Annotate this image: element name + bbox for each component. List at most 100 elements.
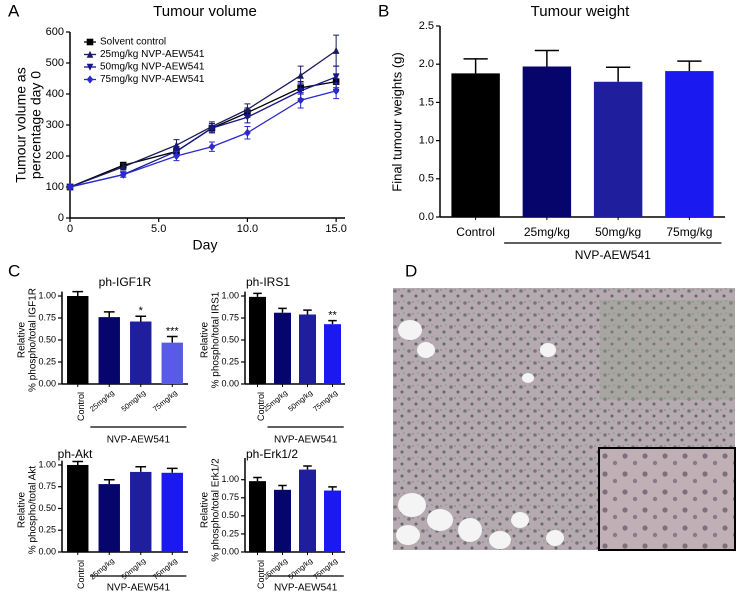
x-tick-label: 10.0: [237, 223, 258, 235]
error-bar: [253, 292, 262, 297]
x-tick-label: 50mg/kg: [286, 388, 314, 413]
x-tick-label: 25mg/kg: [88, 388, 116, 413]
y-tick-label: 0.75: [221, 492, 239, 502]
y-axis-label: Tumour volume as: [13, 67, 29, 182]
group-label: NVP-AEW541: [107, 583, 171, 594]
bar: [130, 471, 152, 552]
y-axis-label: Relative: [17, 492, 28, 529]
bar: [593, 81, 643, 217]
panel-letter: D: [405, 261, 417, 280]
y-axis-label: Relative: [200, 492, 211, 529]
x-axis-label: Day: [193, 237, 218, 253]
y-tick-label: 0.50: [221, 334, 239, 344]
error-bar: [253, 476, 262, 482]
error-bar: [606, 66, 631, 82]
legend-marker: [86, 63, 94, 71]
chart-title: Tumour weight: [531, 3, 630, 20]
error-bar: [103, 479, 115, 485]
point: [332, 86, 340, 95]
legend-label: 75mg/kg NVP-AEW541: [100, 74, 205, 85]
group-label: NVP-AEW541: [274, 435, 338, 446]
x-tick-label: Control: [256, 560, 266, 589]
point: [297, 87, 304, 95]
y-tick-label: 1.0: [419, 135, 434, 147]
y-tick-label: 1.00: [38, 290, 56, 300]
y-tick-label: 1.00: [38, 459, 56, 469]
significance-label: *: [139, 305, 144, 317]
y-tick-label: 0.25: [38, 356, 56, 366]
y-tick-label: 0.25: [221, 528, 239, 538]
point: [208, 142, 216, 151]
y-tick-label: 0.0: [419, 211, 434, 223]
bar: [161, 472, 183, 552]
y-tick-label: 0.50: [38, 334, 56, 344]
bar: [274, 489, 291, 552]
legend-label: 50mg/kg NVP-AEW541: [100, 62, 205, 73]
y-tick-label: 0.25: [38, 525, 56, 535]
chart-title: ph-Erk1/2: [246, 447, 298, 461]
x-tick-label: 25mg/kg: [88, 556, 116, 581]
group-label: NVP-AEW541: [107, 435, 171, 446]
micrograph: [393, 288, 736, 551]
y-tick-label: 1.00: [221, 290, 239, 300]
y-tick-label: 0.75: [38, 481, 56, 491]
x-tick-label: Control: [256, 392, 266, 421]
significance-label: ***: [166, 325, 180, 337]
error-bar: [72, 460, 84, 465]
x-tick-label: 15.0: [325, 223, 346, 235]
y-axis-label: % phospho/total Erk1/2: [211, 458, 222, 562]
point: [244, 128, 251, 137]
x-tick-label: 25mg/kg: [524, 225, 570, 239]
y-tick-label: 0.5: [419, 173, 434, 185]
point: [332, 46, 340, 54]
y-tick-label: 400: [46, 88, 64, 100]
y-tick-label: 100: [46, 181, 64, 193]
y-axis-label: % phospho/total IRS1: [211, 291, 222, 388]
y-axis-label: Relative: [200, 322, 211, 359]
y-tick-label: 0: [58, 212, 64, 224]
x-tick-label: 50mg/kg: [119, 556, 147, 581]
error-bar: [328, 319, 337, 325]
bar: [274, 312, 291, 384]
point: [119, 170, 127, 179]
x-tick-label: 75mg/kg: [311, 388, 339, 413]
error-bar: [303, 309, 312, 315]
error-bar: [166, 467, 178, 473]
chart-title: ph-IRS1: [246, 275, 290, 289]
bar: [522, 66, 572, 217]
point: [208, 124, 216, 132]
y-tick-label: 0.75: [221, 312, 239, 322]
y-axis-label: Relative: [17, 322, 28, 359]
y-tick-label: 0.00: [221, 378, 239, 388]
y-tick-label: 2.0: [419, 58, 434, 70]
y-tick-label: 1.5: [419, 96, 434, 108]
error-bar: [534, 49, 559, 67]
x-tick-label: 0: [67, 223, 73, 235]
bar: [67, 296, 89, 384]
error-bar: [328, 486, 337, 491]
y-tick-label: 2.5: [419, 20, 434, 32]
x-tick-label: 50mg/kg: [595, 225, 641, 239]
chart-title: Tumour volume: [153, 3, 257, 20]
y-tick-label: 1.00: [221, 474, 239, 484]
error-bar: [103, 311, 115, 318]
y-axis-label: percentage day 0: [28, 71, 44, 179]
error-bar: [72, 290, 84, 296]
x-tick-label: 75mg/kg: [151, 556, 179, 581]
x-tick-label: 75mg/kg: [666, 225, 712, 239]
y-tick-label: 0.50: [38, 503, 56, 513]
x-tick-label: 75mg/kg: [151, 388, 179, 413]
bar: [249, 296, 266, 384]
legend-label: 25mg/kg NVP-AEW541: [100, 49, 205, 60]
x-tick-label: 50mg/kg: [119, 388, 147, 413]
panel-letter: A: [8, 1, 20, 20]
bar: [249, 481, 266, 552]
point: [244, 105, 251, 113]
legend-marker: [86, 75, 94, 84]
error-bar: [278, 307, 287, 313]
error-bar: [677, 60, 702, 72]
point: [297, 71, 304, 79]
group-label: NVP-AEW541: [575, 248, 651, 262]
